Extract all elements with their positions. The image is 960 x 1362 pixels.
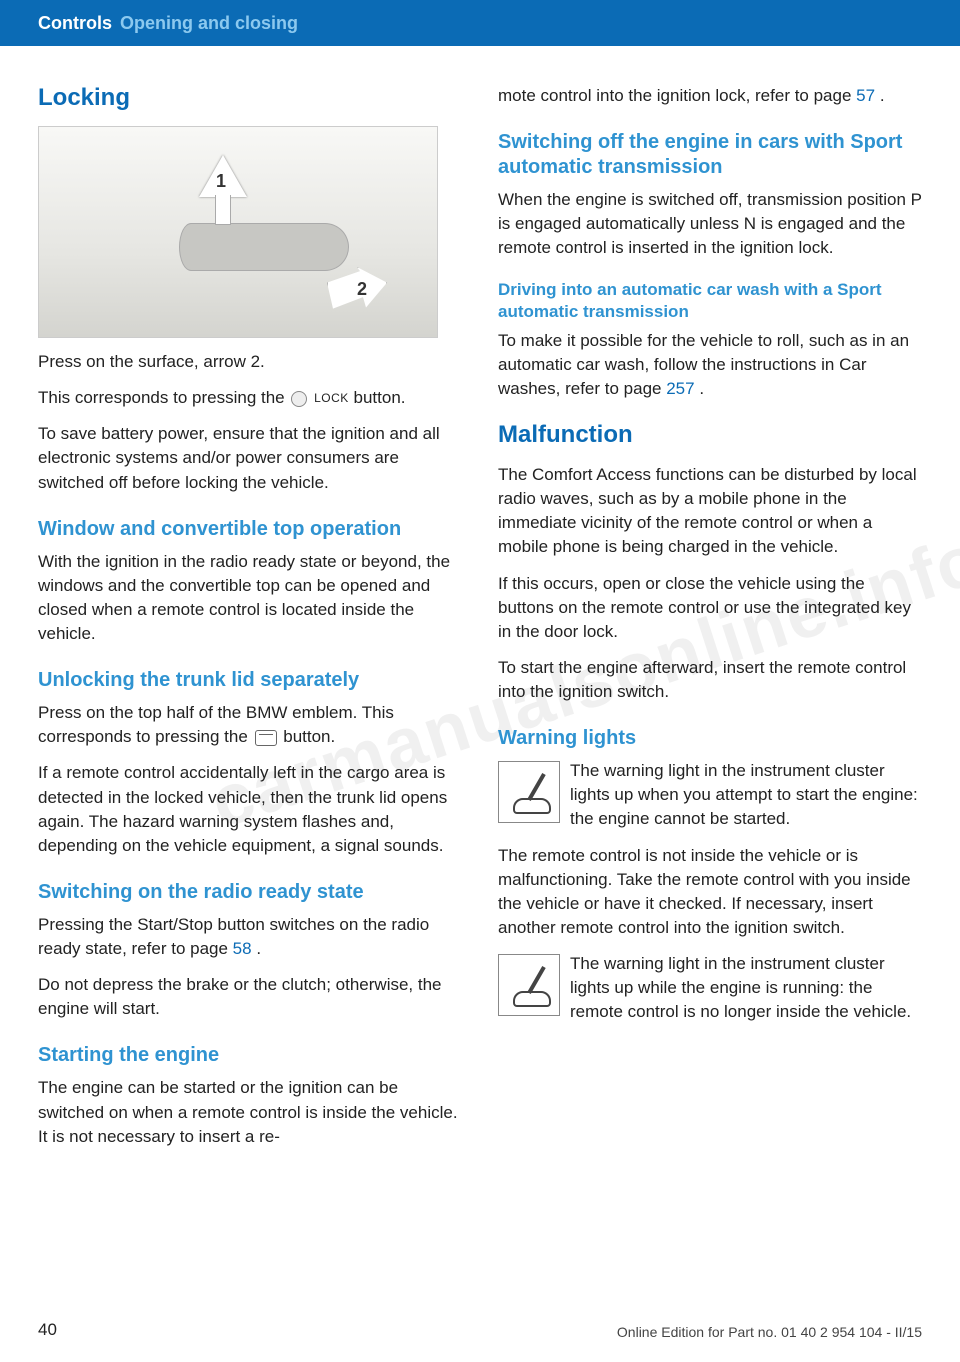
text-trunk-a: Press on the top half of the BMW emblem.… xyxy=(38,703,394,746)
heading-start-engine: Starting the engine xyxy=(38,1043,462,1068)
para-radio-1: Pressing the Start/Stop button switches … xyxy=(38,913,462,961)
para-trunk-2: If a remote control accidentally left in… xyxy=(38,761,462,858)
page-number: 40 xyxy=(38,1320,57,1340)
para-trunk-1: Press on the top half of the BMW emblem.… xyxy=(38,701,462,749)
left-column: Locking 1 2 Press on the surface, arrow … xyxy=(38,84,462,1161)
heading-radio-ready: Switching on the radio ready state xyxy=(38,880,462,905)
para-continuation: mote control into the ignition lock, ref… xyxy=(498,84,922,108)
lock-label: LOCK xyxy=(314,391,349,405)
para-warning-3: The warning light in the instrument clus… xyxy=(498,952,922,1024)
heading-switch-off: Switching off the engine in cars with Sp… xyxy=(498,130,922,180)
header-tab-controls: Controls xyxy=(38,13,120,34)
heading-window-top: Window and convertible top operation xyxy=(38,517,462,542)
text-lock-a: This corresponds to pressing the xyxy=(38,388,289,407)
door-handle-shape xyxy=(179,223,349,271)
para-malfunction-1: The Comfort Access functions can be dist… xyxy=(498,463,922,560)
text-warning-3: The warning light in the instrument clus… xyxy=(570,954,911,1021)
key-warning-icon-2 xyxy=(498,954,560,1016)
para-warning-2: The remote control is not inside the veh… xyxy=(498,844,922,941)
para-window-top: With the ignition in the radio ready sta… xyxy=(38,550,462,647)
bmw-roundel-icon xyxy=(291,391,307,407)
text-lock-b: but­ton. xyxy=(354,388,406,407)
footer-note: Online Edition for Part no. 01 40 2 954 … xyxy=(617,1324,922,1340)
text-radio-b: . xyxy=(256,939,261,958)
para-lock-button: This corresponds to pressing the LOCK bu… xyxy=(38,386,462,410)
page-footer: 40 Online Edition for Part no. 01 40 2 9… xyxy=(0,1320,960,1340)
text-carwash-b: . xyxy=(699,379,704,398)
right-column: mote control into the ignition lock, ref… xyxy=(498,84,922,1161)
para-car-wash: To make it possible for the vehicle to r… xyxy=(498,329,922,401)
para-radio-2: Do not depress the brake or the clutch; … xyxy=(38,973,462,1021)
para-press-surface: Press on the surface, arrow 2. xyxy=(38,350,462,374)
trunk-icon xyxy=(255,730,277,746)
para-switch-off: When the engine is switched off, transmi… xyxy=(498,188,922,260)
header-tab-opening: Opening and closing xyxy=(120,13,298,34)
heading-trunk: Unlocking the trunk lid separately xyxy=(38,668,462,693)
text-cont-b: . xyxy=(880,86,885,105)
text-trunk-b: button. xyxy=(283,727,335,746)
para-malfunction-2: If this occurs, open or close the vehicl… xyxy=(498,572,922,644)
page-ref-57[interactable]: 57 xyxy=(856,86,875,105)
text-cont-a: mote control into the ignition lock, ref… xyxy=(498,86,856,105)
figure-label-1: 1 xyxy=(216,171,226,192)
figure-label-2: 2 xyxy=(357,279,367,300)
para-start-engine: The engine can be started or the ignitio… xyxy=(38,1076,462,1148)
heading-warning-lights: Warning lights xyxy=(498,726,922,751)
para-save-battery: To save battery power, ensure that the i… xyxy=(38,422,462,494)
page-body: Locking 1 2 Press on the surface, arrow … xyxy=(0,46,960,1161)
para-malfunction-3: To start the engine afterward, insert th… xyxy=(498,656,922,704)
heading-locking: Locking xyxy=(38,84,462,112)
arrow-1-stem xyxy=(215,195,231,225)
text-warning-1: The warning light in the instrument clus… xyxy=(570,761,918,828)
heading-car-wash: Driving into an automatic car wash with … xyxy=(498,279,922,323)
page-header: Controls Opening and closing xyxy=(0,0,960,46)
page-ref-58[interactable]: 58 xyxy=(233,939,252,958)
door-handle-figure: 1 2 xyxy=(38,126,438,338)
para-warning-1: The warning light in the instrument clus… xyxy=(498,759,922,831)
page-ref-257[interactable]: 257 xyxy=(666,379,694,398)
heading-malfunction: Malfunction xyxy=(498,421,922,449)
key-warning-icon xyxy=(498,761,560,823)
